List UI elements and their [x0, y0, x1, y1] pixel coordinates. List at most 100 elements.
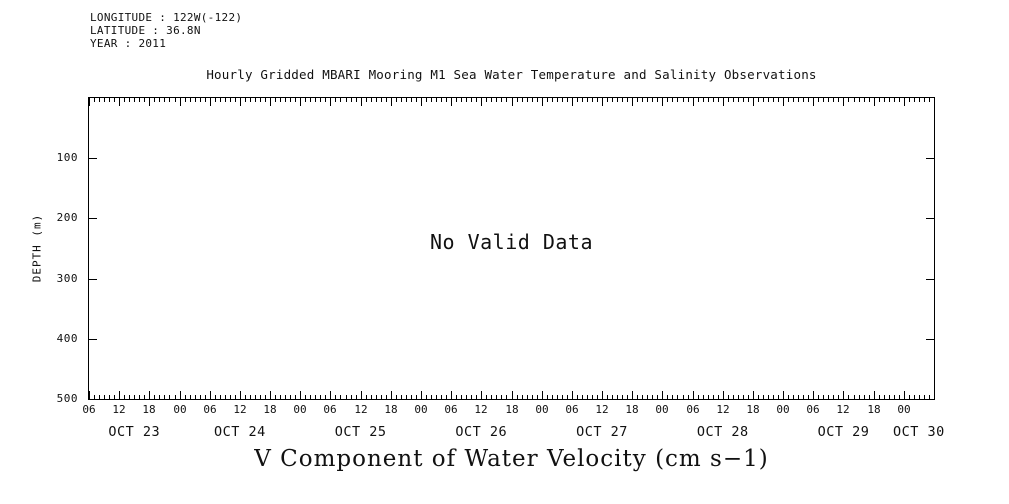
x-tick-mark-bottom	[788, 395, 789, 399]
x-tick-mark-bottom	[421, 391, 422, 399]
x-hour-tick-label: 18	[746, 403, 760, 416]
x-tick-mark-bottom	[451, 391, 452, 399]
x-tick-mark-bottom	[934, 391, 935, 399]
x-tick-mark-bottom	[607, 395, 608, 399]
x-tick-mark-top	[869, 98, 870, 102]
x-tick-mark-top	[210, 98, 211, 106]
x-tick-mark-top	[255, 98, 256, 102]
x-tick-mark-top	[260, 98, 261, 102]
x-tick-mark-top	[285, 98, 286, 102]
x-tick-mark-bottom	[371, 395, 372, 399]
x-tick-mark-top	[99, 98, 100, 102]
x-tick-mark-top	[818, 98, 819, 102]
x-tick-mark-top	[335, 98, 336, 102]
x-tick-mark-bottom	[245, 395, 246, 399]
x-tick-mark-bottom	[330, 391, 331, 399]
x-tick-mark-bottom	[532, 395, 533, 399]
x-tick-mark-top	[245, 98, 246, 102]
x-tick-mark-bottom	[310, 395, 311, 399]
x-tick-mark-top	[587, 98, 588, 102]
x-tick-mark-bottom	[456, 395, 457, 399]
x-tick-mark-top	[456, 98, 457, 102]
x-tick-mark-top	[763, 98, 764, 102]
x-tick-mark-top	[828, 98, 829, 102]
x-tick-mark-top	[542, 98, 543, 106]
x-hour-tick-label: 18	[867, 403, 881, 416]
x-tick-mark-bottom	[486, 395, 487, 399]
x-tick-mark-top	[562, 98, 563, 102]
x-tick-mark-top	[496, 98, 497, 102]
x-tick-mark-bottom	[582, 395, 583, 399]
x-tick-mark-top	[637, 98, 638, 102]
x-tick-mark-top	[185, 98, 186, 102]
x-tick-mark-bottom	[657, 395, 658, 399]
x-axis-title: V Component of Water Velocity (cm s−1)	[254, 446, 769, 472]
x-tick-mark-top	[557, 98, 558, 102]
x-tick-mark-top	[205, 98, 206, 102]
x-tick-mark-top	[889, 98, 890, 102]
x-tick-mark-bottom	[838, 395, 839, 399]
x-tick-mark-top	[652, 98, 653, 102]
x-tick-mark-top	[517, 98, 518, 102]
x-hour-tick-label: 00	[776, 403, 790, 416]
y-tick-mark-right	[926, 158, 934, 159]
x-tick-mark-top	[808, 98, 809, 102]
metadata-block: LONGITUDE : 122W(-122) LATITUDE : 36.8N …	[90, 11, 242, 50]
x-tick-mark-bottom	[743, 395, 744, 399]
y-tick-mark-right	[926, 218, 934, 219]
x-tick-mark-top	[728, 98, 729, 102]
x-tick-mark-top	[119, 98, 120, 106]
x-tick-mark-top	[280, 98, 281, 102]
x-tick-mark-top	[416, 98, 417, 102]
x-tick-mark-bottom	[89, 391, 90, 399]
x-tick-mark-top	[748, 98, 749, 102]
x-tick-mark-top	[622, 98, 623, 102]
x-tick-mark-top	[250, 98, 251, 102]
x-tick-mark-bottom	[914, 395, 915, 399]
x-tick-mark-top	[738, 98, 739, 102]
x-day-label: OCT 27	[576, 424, 628, 440]
x-tick-mark-bottom	[818, 395, 819, 399]
x-tick-mark-top	[753, 98, 754, 106]
x-tick-mark-bottom	[149, 391, 150, 399]
x-tick-mark-bottom	[164, 395, 165, 399]
x-tick-mark-bottom	[305, 395, 306, 399]
x-tick-mark-bottom	[627, 395, 628, 399]
plot-area: No Valid Data	[88, 97, 935, 400]
x-tick-mark-top	[894, 98, 895, 102]
x-tick-mark-bottom	[637, 395, 638, 399]
x-tick-mark-top	[220, 98, 221, 102]
x-tick-mark-bottom	[154, 395, 155, 399]
x-tick-mark-top	[612, 98, 613, 102]
x-tick-mark-bottom	[265, 395, 266, 399]
x-tick-mark-bottom	[683, 395, 684, 399]
x-tick-mark-top	[788, 98, 789, 102]
x-tick-mark-bottom	[693, 391, 694, 399]
x-tick-mark-bottom	[632, 391, 633, 399]
x-tick-mark-bottom	[104, 395, 105, 399]
x-tick-mark-top	[426, 98, 427, 102]
x-tick-mark-bottom	[517, 395, 518, 399]
x-tick-mark-bottom	[622, 395, 623, 399]
x-tick-mark-top	[718, 98, 719, 102]
x-tick-mark-bottom	[909, 395, 910, 399]
x-tick-mark-top	[843, 98, 844, 106]
x-tick-mark-bottom	[859, 395, 860, 399]
x-tick-mark-top	[361, 98, 362, 106]
x-tick-mark-bottom	[205, 395, 206, 399]
x-tick-mark-top	[713, 98, 714, 102]
x-tick-mark-bottom	[461, 395, 462, 399]
x-tick-mark-top	[632, 98, 633, 106]
x-tick-mark-top	[798, 98, 799, 102]
x-tick-mark-bottom	[894, 395, 895, 399]
x-tick-mark-top	[501, 98, 502, 102]
x-tick-mark-top	[884, 98, 885, 102]
x-tick-mark-bottom	[411, 395, 412, 399]
x-tick-mark-top	[919, 98, 920, 102]
x-tick-mark-top	[114, 98, 115, 102]
x-tick-mark-bottom	[180, 391, 181, 399]
x-tick-mark-top	[180, 98, 181, 106]
x-tick-mark-bottom	[667, 395, 668, 399]
x-tick-mark-top	[94, 98, 95, 102]
